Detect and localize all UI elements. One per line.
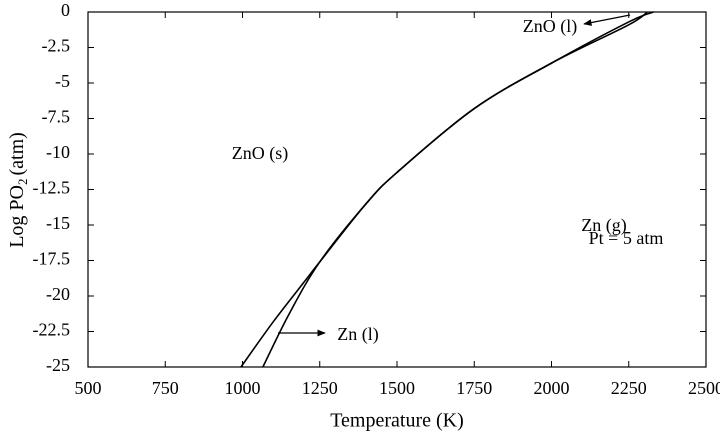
x-axis-label: Temperature (K): [330, 410, 464, 432]
y-label-unit: (atm): [6, 132, 28, 175]
y-tick-label: -7.5: [42, 107, 71, 127]
phase-boundary: [262, 11, 654, 368]
y-tick-label: -20: [46, 284, 70, 304]
y-tick-label: -15: [46, 213, 70, 233]
annotation: ZnO (s): [232, 143, 289, 164]
y-tick-label: -12.5: [33, 178, 71, 198]
annotation: ZnO (l): [523, 16, 577, 37]
annotation: Pt = 5 atm: [589, 228, 664, 248]
x-tick-label: 2250: [611, 378, 647, 398]
x-tick-label: 2000: [534, 378, 570, 398]
annotation: Zn (l): [337, 324, 378, 345]
y-tick-label: -5: [55, 71, 70, 91]
x-tick-label: 2500: [688, 378, 720, 398]
y-tick-label: -22.5: [33, 320, 71, 340]
x-tick-label: 750: [152, 378, 179, 398]
phase-boundary: [240, 11, 648, 368]
plot-frame: [87, 11, 707, 368]
x-tick-label: 500: [75, 378, 102, 398]
y-tick-label: -17.5: [33, 249, 71, 269]
arrow: [583, 14, 631, 26]
y-label-sub: 2: [15, 179, 30, 186]
y-tick-label: -10: [46, 142, 70, 162]
y-tick-label: 0: [61, 0, 70, 20]
y-tick-label: -2.5: [42, 36, 71, 56]
y-axis-label: Log PO2 (atm): [6, 132, 30, 248]
y-tick-label: -25: [46, 355, 70, 375]
annotation: Zn (g): [581, 215, 626, 236]
x-tick-label: 1750: [456, 378, 492, 398]
x-tick-label: 1000: [225, 378, 261, 398]
y-label-text: Log PO: [6, 185, 28, 248]
x-tick-label: 1250: [302, 378, 338, 398]
x-tick-label: 1500: [379, 378, 415, 398]
